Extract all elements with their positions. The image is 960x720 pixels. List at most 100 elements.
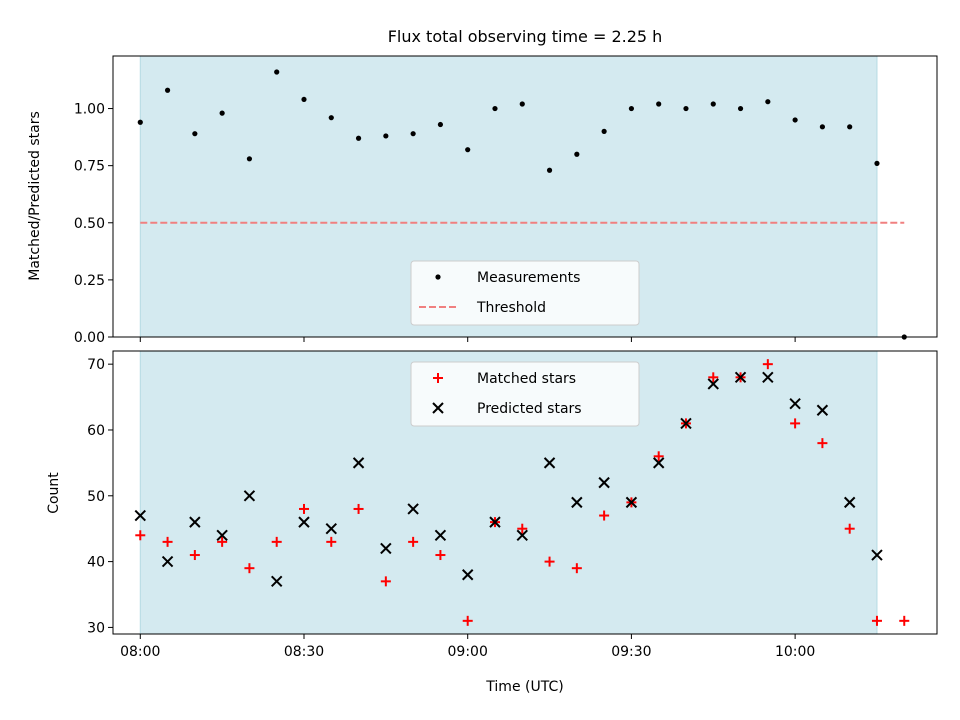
x-tick-label: 08:30: [284, 644, 324, 660]
x-axis-label: Time (UTC): [485, 679, 563, 695]
y-tick-label: 0.50: [74, 216, 105, 232]
y-tick-label: 60: [87, 423, 105, 439]
top-y-axis-label: Matched/Predicted stars: [27, 111, 43, 281]
matched-stars-point: [326, 536, 337, 547]
predicted-stars-point: [707, 378, 719, 390]
predicted-stars-point: [432, 402, 444, 414]
measurement-point: [465, 147, 471, 153]
matched-stars-point: [571, 563, 582, 574]
matched-stars-point: [217, 536, 228, 547]
predicted-stars-point: [271, 575, 283, 588]
matched-stars-point: [380, 576, 391, 587]
predicted-stars-point: [489, 516, 501, 528]
predicted-stars-point: [598, 476, 610, 489]
measurement-point: [574, 151, 580, 157]
x-tick-label: 10:00: [775, 644, 815, 660]
measurement-point: [355, 135, 362, 141]
measurement-point: [628, 105, 635, 112]
matched-stars-point: [544, 556, 555, 567]
measurement-point: [164, 87, 171, 93]
predicted-stars-point: [571, 496, 583, 509]
measurement-point: [437, 121, 444, 128]
legend-label: Threshold: [476, 300, 546, 316]
measurement-point: [601, 128, 607, 134]
measurement-point: [301, 96, 307, 103]
measurement-point: [492, 105, 498, 112]
matched-stars-point: [762, 359, 773, 370]
predicted-stars-point: [516, 529, 528, 541]
predicted-stars-point: [134, 509, 146, 522]
legend-label: Predicted stars: [477, 401, 582, 417]
predicted-stars-point: [461, 569, 474, 581]
measurement-point: [792, 117, 798, 123]
matched-stars-point: [298, 503, 309, 514]
matched-stars-point: [790, 418, 801, 429]
predicted-stars-point: [762, 371, 774, 384]
legend-box: [410, 260, 640, 326]
matched-stars-point: [353, 503, 364, 514]
y-tick-label: 30: [87, 620, 105, 636]
count-panel: Count Time (UTC) 08:00 08:30 09:00 09:30 10:…: [46, 350, 938, 695]
measurement-point: [656, 101, 662, 107]
predicted-stars-point: [216, 529, 228, 541]
y-tick-label: 1.00: [74, 102, 105, 118]
legend-box: [410, 361, 640, 427]
measurement-point: [546, 167, 553, 173]
matched-stars-point: [599, 510, 610, 521]
measurement-point: [683, 105, 689, 112]
matched-stars-point: [162, 536, 173, 547]
measurement-point: [137, 119, 143, 125]
matched-stars-point: [844, 523, 855, 534]
predicted-stars-point: [734, 371, 747, 384]
measurement-point: [874, 160, 880, 166]
top-plot-marks: [137, 69, 907, 340]
predicted-stars-point: [161, 555, 174, 568]
ratio-panel: Flux total observing time = 2.25 h Match…: [27, 27, 938, 346]
bottom-axis-ticks: 08:00 08:30 09:00 09:30 10:00 30 40 50 60 70: [87, 351, 878, 660]
measurement-point: [328, 115, 334, 121]
bottom-axes-frame: [112, 350, 938, 635]
predicted-stars-point: [543, 457, 556, 469]
bottom-plot-marks: [134, 359, 910, 626]
matched-stars-point: [244, 563, 255, 574]
predicted-stars-point: [871, 549, 883, 561]
measurement-point: [819, 124, 826, 130]
predicted-stars-point: [789, 397, 801, 410]
legend-label: Matched stars: [477, 371, 576, 387]
matched-stars-point: [433, 373, 443, 383]
y-tick-label: 0.00: [74, 330, 105, 346]
matched-stars-point: [653, 451, 664, 462]
predicted-stars-point: [243, 490, 256, 502]
y-tick-label: 0.25: [74, 273, 105, 289]
predicted-stars-point: [380, 542, 392, 555]
x-tick-label: 09:00: [448, 644, 488, 660]
measurement-point: [435, 274, 441, 280]
predicted-stars-point: [325, 522, 337, 535]
measurement-point: [219, 110, 225, 116]
measurement-point: [710, 101, 716, 107]
bottom-legend: Matched stars Predicted stars: [410, 361, 640, 427]
predicted-stars-point: [816, 404, 829, 416]
top-axis-ticks: 0.00 0.25 0.50 0.75 1.00: [74, 56, 878, 346]
matched-stars-point: [708, 372, 719, 383]
measurement-point: [192, 131, 198, 137]
matched-stars-point: [462, 615, 473, 626]
measurement-point: [410, 131, 416, 137]
predicted-stars-point: [652, 457, 665, 469]
top-axes-frame: [112, 55, 938, 338]
predicted-stars-point: [434, 529, 447, 541]
measurement-point: [847, 124, 853, 130]
x-tick-label: 08:00: [120, 644, 160, 660]
top-legend: Measurements Threshold: [410, 260, 640, 326]
matched-stars-point: [435, 550, 446, 561]
y-tick-label: 0.75: [74, 159, 105, 175]
y-tick-label: 40: [87, 555, 105, 571]
measurement-point: [383, 133, 389, 139]
y-tick-label: 50: [87, 489, 105, 505]
matched-stars-point: [517, 523, 528, 534]
predicted-stars-point: [625, 496, 638, 509]
measurement-point: [737, 105, 744, 112]
predicted-stars-point: [407, 503, 419, 515]
legend-label: Measurements: [477, 270, 580, 286]
